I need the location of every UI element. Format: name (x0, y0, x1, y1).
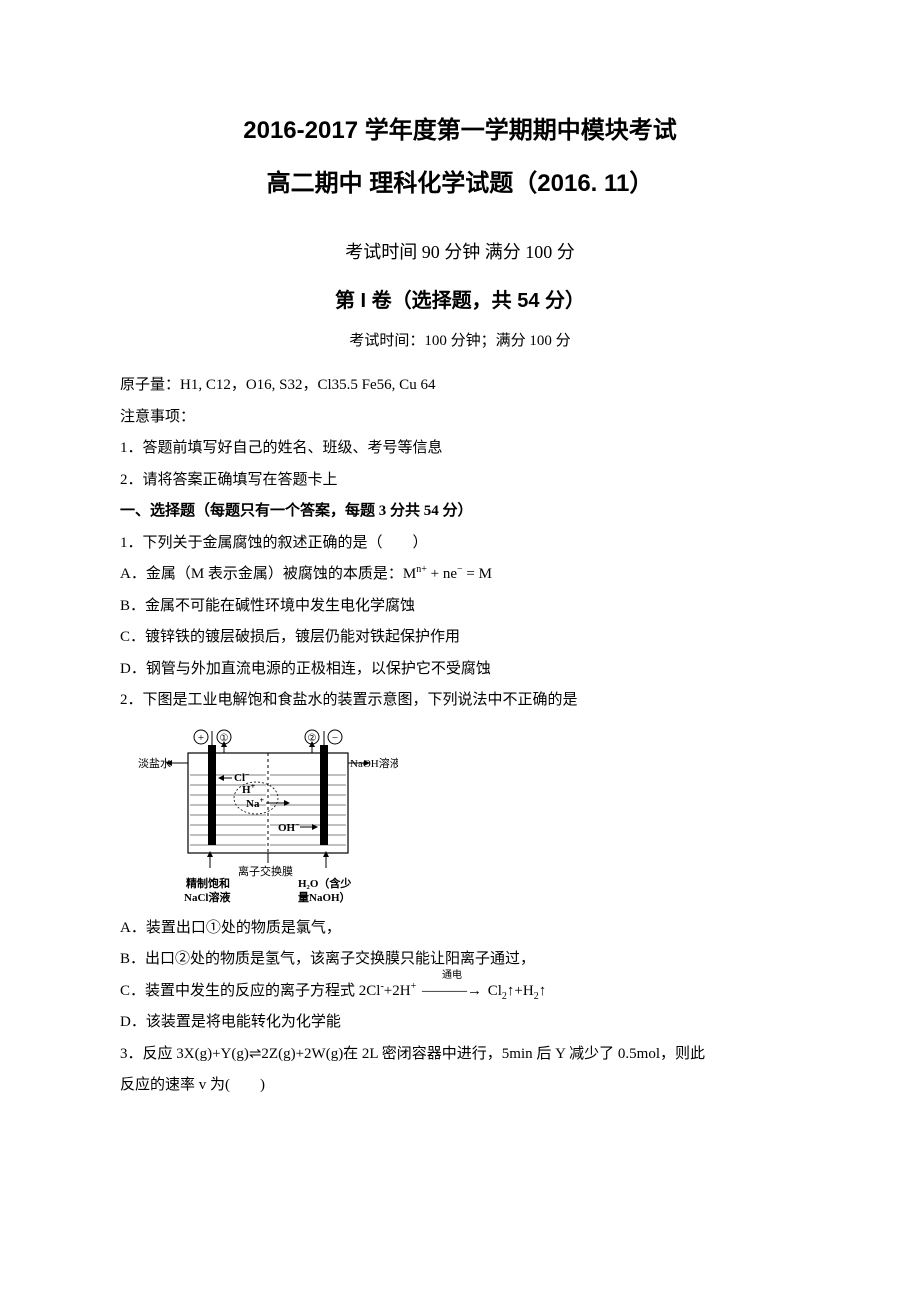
q1-option-b: B．金属不可能在碱性环境中发生电化学腐蚀 (120, 591, 800, 623)
electrolysis-diagram: + ① ② − 淡盐水 NaOH溶液 Cl− (138, 723, 800, 903)
q2-c-pre: C．装置中发生的反应的离子方程式 2Cl (120, 983, 380, 999)
q1-a-pre: A．金属（M 表示金属）被腐蚀的本质是：M (120, 566, 416, 582)
q1-option-a: A．金属（M 表示金属）被腐蚀的本质是：Mn+ + ne− = M (120, 559, 800, 591)
q2-c-arrow: 通电 ———→ (420, 976, 484, 1008)
q1-option-c: C．镀锌铁的镀层破损后，镀层仍能对铁起保护作用 (120, 622, 800, 654)
membrane-label: 离子交换膜 (238, 864, 293, 878)
q2-c-arrow-over: 通电 (420, 965, 484, 986)
plus-label: + (198, 732, 204, 744)
section-title: 第 I 卷（选择题，共 54 分） (120, 284, 800, 313)
q2-c-mid3: ↑+H (507, 983, 534, 999)
q2-c-mid2: Cl (488, 983, 502, 999)
time-score: 考试时间：100 分钟；满分 100 分 (120, 329, 800, 350)
na-label: Na+ (246, 796, 264, 810)
q2-option-d: D．该装置是将电能转化为化学能 (120, 1007, 800, 1039)
atomic-mass: 原子量：H1, C12，O16, S32，Cl35.5 Fe56, Cu 64 (120, 370, 800, 402)
q2-stem: 2．下图是工业电解饱和食盐水的装置示意图，下列说法中不正确的是 (120, 685, 800, 717)
q1-a-post: = M (463, 566, 492, 582)
right-bottom-1: H₂O（含少 (298, 876, 351, 890)
naoh-label: NaOH溶液 (350, 756, 398, 770)
minus-label: − (332, 732, 338, 744)
q3-stem-2: 反应的速率 v 为( ) (120, 1070, 800, 1102)
notice-1: 1．答题前填写好自己的姓名、班级、考号等信息 (120, 433, 800, 465)
title-main: 2016-2017 学年度第一学期期中模块考试 (120, 110, 800, 145)
q1-option-d: D．钢管与外加直流电源的正极相连，以保护它不受腐蚀 (120, 654, 800, 686)
q2-option-a: A．装置出口①处的物质是氯气， (120, 913, 800, 945)
q2-c-post: ↑ (539, 983, 547, 999)
diagram-svg: + ① ② − 淡盐水 NaOH溶液 Cl− (138, 723, 398, 903)
mc-header: 一、选择题（每题只有一个答案，每题 3 分共 54 分） (120, 496, 800, 528)
q1-a-mid: + ne (427, 566, 457, 582)
q1-a-sup1: n+ (416, 564, 427, 575)
q2-option-c: C．装置中发生的反应的离子方程式 2Cl-+2H+ 通电 ———→ Cl2↑+H… (120, 976, 800, 1008)
dilute-label: 淡盐水 (138, 757, 171, 770)
h-label: H+ (242, 782, 256, 796)
right-bottom-2: 量NaOH） (298, 891, 351, 903)
cl-label: Cl− (234, 770, 250, 784)
notice-header: 注意事项： (120, 402, 800, 434)
exam-info: 考试时间 90 分钟 满分 100 分 (120, 238, 800, 264)
exam-page: 2016-2017 学年度第一学期期中模块考试 高二期中 理科化学试题（2016… (0, 0, 920, 1302)
notice-2: 2．请将答案正确填写在答题卡上 (120, 465, 800, 497)
title-sub: 高二期中 理科化学试题（2016. 11） (120, 163, 800, 198)
q1-stem: 1．下列关于金属腐蚀的叙述正确的是（ ） (120, 528, 800, 560)
oh-label: OH− (278, 820, 300, 834)
q3-stem-1: 3．反应 3X(g)+Y(g)⇌2Z(g)+2W(g)在 2L 密闭容器中进行，… (120, 1039, 800, 1071)
q2-c-sup2: + (411, 981, 417, 992)
left-bottom-2: NaCl溶液 (184, 890, 231, 903)
q2-c-mid1: +2H (384, 983, 411, 999)
left-bottom-1: 精制饱和 (186, 876, 230, 890)
